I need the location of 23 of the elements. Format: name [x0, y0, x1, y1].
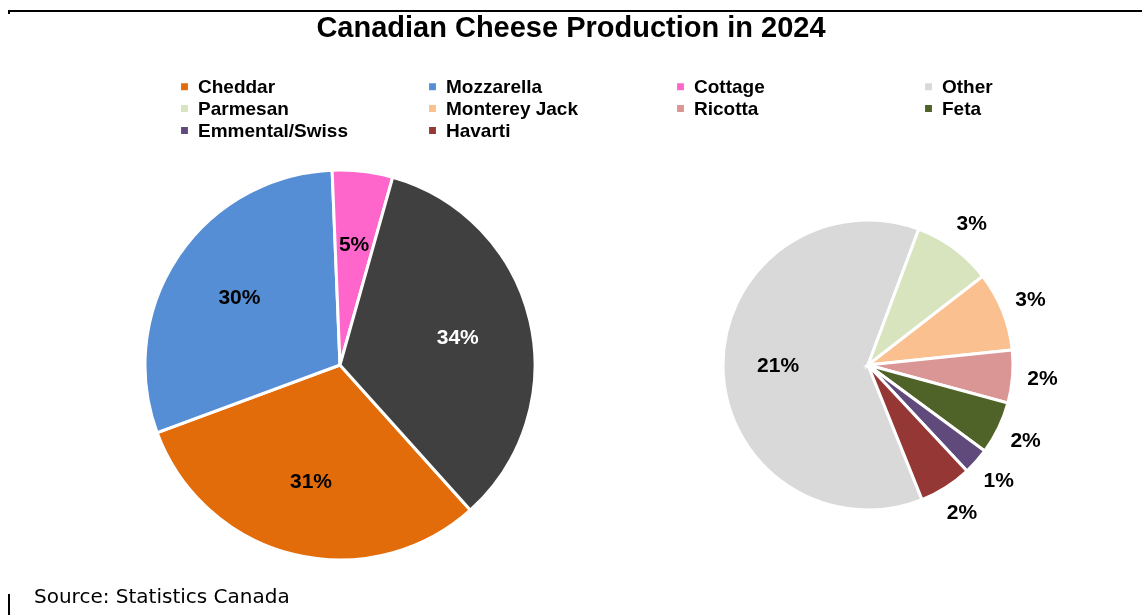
data-label: 2%: [1010, 428, 1042, 452]
legend-label: Parmesan: [198, 97, 289, 119]
source-note: Source: Statistics Canada: [34, 584, 290, 608]
data-label: 21%: [757, 353, 800, 377]
legend-label: Other: [942, 75, 994, 97]
legend-label: Ricotta: [694, 97, 759, 119]
data-label: 3%: [956, 211, 988, 235]
legend-label: Cottage: [694, 75, 765, 97]
data-label: 2%: [946, 499, 978, 523]
chart-title: Canadian Cheese Production in 2024: [316, 11, 826, 43]
data-label: 5%: [338, 231, 370, 255]
data-label: 30%: [218, 284, 261, 308]
data-label: 31%: [289, 469, 333, 493]
data-label: 3%: [1015, 286, 1046, 310]
legend-label: Cheddar: [198, 75, 276, 97]
data-label: 2%: [1027, 366, 1058, 390]
data-label: 34%: [436, 324, 480, 348]
legend-label: Emmental/Swiss: [198, 119, 348, 141]
legend-label: Havarti: [446, 119, 511, 141]
legend-label: Monterey Jack: [446, 97, 579, 119]
legend-label: Feta: [942, 97, 982, 119]
legend-label: Mozzarella: [446, 75, 543, 97]
data-label: 1%: [983, 468, 1015, 492]
